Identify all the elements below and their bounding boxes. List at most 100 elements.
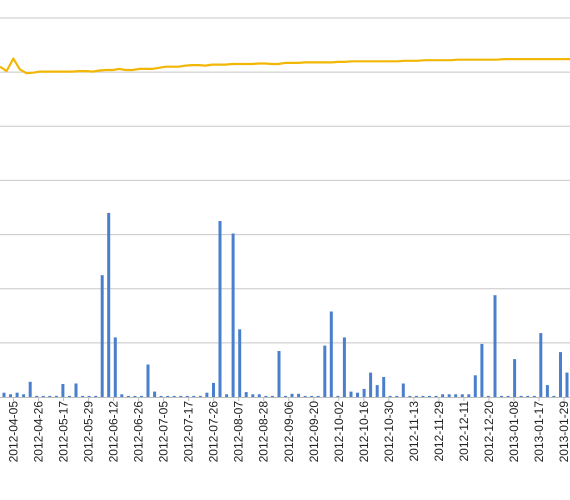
- bar: [113, 337, 117, 397]
- bar: [500, 395, 503, 397]
- bar: [493, 295, 497, 397]
- bar: [532, 395, 536, 397]
- bar: [277, 351, 281, 397]
- x-tick-label: 2012-11-29: [432, 401, 446, 462]
- x-tick-label: 2012-07-17: [182, 401, 196, 463]
- bar: [94, 395, 98, 397]
- gridlines: [0, 17, 570, 344]
- bar: [467, 394, 471, 397]
- x-tick-label: 2012-06-12: [107, 401, 121, 463]
- x-tick-label: 2013-01-08: [507, 401, 521, 463]
- bar: [218, 221, 222, 397]
- bar: [140, 395, 143, 397]
- bar: [48, 395, 52, 397]
- bar: [41, 395, 45, 397]
- bar: [342, 337, 346, 397]
- bar: [231, 233, 235, 397]
- bar: [454, 394, 458, 397]
- x-tick-label: 2012-10-30: [382, 401, 396, 463]
- bar: [205, 392, 209, 397]
- bar: [310, 395, 314, 397]
- bar: [316, 395, 320, 397]
- bar: [434, 395, 438, 397]
- bar-series: [2, 212, 569, 397]
- x-tick-label: 2012-12-20: [482, 401, 496, 463]
- bar: [126, 395, 130, 397]
- bar: [61, 384, 65, 397]
- bar: [395, 395, 399, 397]
- bar: [179, 395, 183, 397]
- bar: [382, 377, 386, 397]
- bar: [251, 394, 255, 397]
- bar: [185, 395, 189, 397]
- bar: [362, 388, 366, 397]
- bar: [192, 395, 196, 397]
- bar: [506, 395, 510, 397]
- bar: [270, 395, 274, 397]
- bar: [388, 395, 392, 397]
- x-tick-label: 2013-01-17: [532, 401, 546, 463]
- bar: [473, 375, 477, 397]
- bar: [552, 395, 556, 397]
- x-tick-label: 2012-08-07: [232, 401, 246, 463]
- bar: [447, 394, 451, 397]
- x-tick-label: 2012-06-26: [132, 401, 146, 463]
- bar: [238, 329, 242, 397]
- bar: [2, 392, 6, 397]
- x-tick-label: 2012-07-05: [157, 401, 171, 463]
- x-tick-label: 2012-04-26: [32, 401, 46, 463]
- x-tick-label: 2012-09-06: [282, 401, 296, 463]
- x-axis: 2012-04-05 2012-04-26 2012-05-17 2012-05-29…: [0, 397, 570, 462]
- x-tick-label: 2012-05-17: [57, 401, 71, 463]
- bar: [401, 383, 405, 397]
- x-tick-label: 2013-01-29: [557, 401, 570, 463]
- bar: [257, 394, 261, 397]
- bar: [22, 394, 26, 397]
- bar: [356, 392, 359, 397]
- line-series: [0, 57, 570, 75]
- bar: [198, 395, 202, 397]
- bar: [323, 345, 327, 397]
- bar: [35, 395, 39, 397]
- bar: [28, 381, 32, 397]
- bar: [460, 394, 464, 397]
- bar: [159, 395, 163, 397]
- bar: [336, 395, 340, 397]
- bar: [225, 394, 229, 397]
- line-path: [0, 57, 570, 75]
- bar: [120, 394, 124, 397]
- x-tick-label: 2012-10-16: [357, 401, 371, 463]
- bar: [539, 333, 543, 397]
- x-tick-label: 2012-09-20: [307, 401, 321, 463]
- bar: [519, 395, 523, 397]
- bar: [146, 364, 150, 397]
- bar: [107, 212, 111, 397]
- bar: [428, 395, 431, 397]
- bar: [486, 395, 490, 397]
- bar: [74, 383, 78, 397]
- x-tick-label: 2012-08-28: [257, 401, 271, 463]
- bar: [290, 393, 294, 397]
- bar: [284, 395, 287, 397]
- bar: [480, 343, 484, 397]
- bar: [166, 395, 170, 397]
- x-tick-label: 2012-11-13: [407, 401, 421, 462]
- bar: [408, 395, 412, 397]
- bar: [513, 359, 517, 397]
- bar: [212, 382, 215, 397]
- bar: [81, 395, 85, 397]
- bar: [87, 395, 91, 397]
- x-tick-label: 2012-12-11: [457, 401, 471, 462]
- bar: [565, 372, 569, 397]
- x-tick-label: 2012-04-05: [7, 401, 21, 463]
- bar: [264, 395, 268, 397]
- bar: [421, 395, 425, 397]
- bar: [244, 392, 248, 397]
- bar: [15, 392, 19, 397]
- bar: [526, 395, 530, 397]
- bar: [545, 385, 549, 397]
- bar: [153, 391, 157, 397]
- bar: [54, 395, 58, 397]
- bar: [559, 352, 562, 397]
